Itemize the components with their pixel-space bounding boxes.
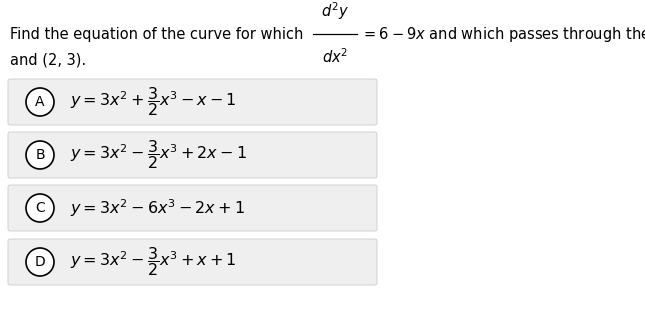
Text: $=6-9x$ and which passes through the points (0, -1): $=6-9x$ and which passes through the poi… [361, 25, 645, 45]
FancyBboxPatch shape [8, 79, 377, 125]
Text: C: C [35, 201, 45, 215]
Circle shape [26, 88, 54, 116]
Circle shape [26, 248, 54, 276]
FancyBboxPatch shape [8, 239, 377, 285]
Text: $y=3x^2-\dfrac{3}{2}x^3+2x-1$: $y=3x^2-\dfrac{3}{2}x^3+2x-1$ [70, 139, 247, 172]
Text: and (2, 3).: and (2, 3). [10, 52, 86, 68]
Text: D: D [35, 255, 45, 269]
Text: $dx^2$: $dx^2$ [322, 47, 348, 66]
Text: B: B [35, 148, 45, 162]
Text: $y=3x^2-6x^3-2x+1$: $y=3x^2-6x^3-2x+1$ [70, 197, 244, 219]
FancyBboxPatch shape [8, 132, 377, 178]
Text: A: A [35, 95, 45, 109]
Text: $y=3x^2+\dfrac{3}{2}x^3-x-1$: $y=3x^2+\dfrac{3}{2}x^3-x-1$ [70, 85, 237, 118]
Text: $d^2y$: $d^2y$ [321, 0, 349, 22]
Circle shape [26, 194, 54, 222]
Text: $y=3x^2-\dfrac{3}{2}x^3+x+1$: $y=3x^2-\dfrac{3}{2}x^3+x+1$ [70, 246, 237, 279]
Text: Find the equation of the curve for which: Find the equation of the curve for which [10, 27, 303, 43]
FancyBboxPatch shape [8, 185, 377, 231]
Circle shape [26, 141, 54, 169]
